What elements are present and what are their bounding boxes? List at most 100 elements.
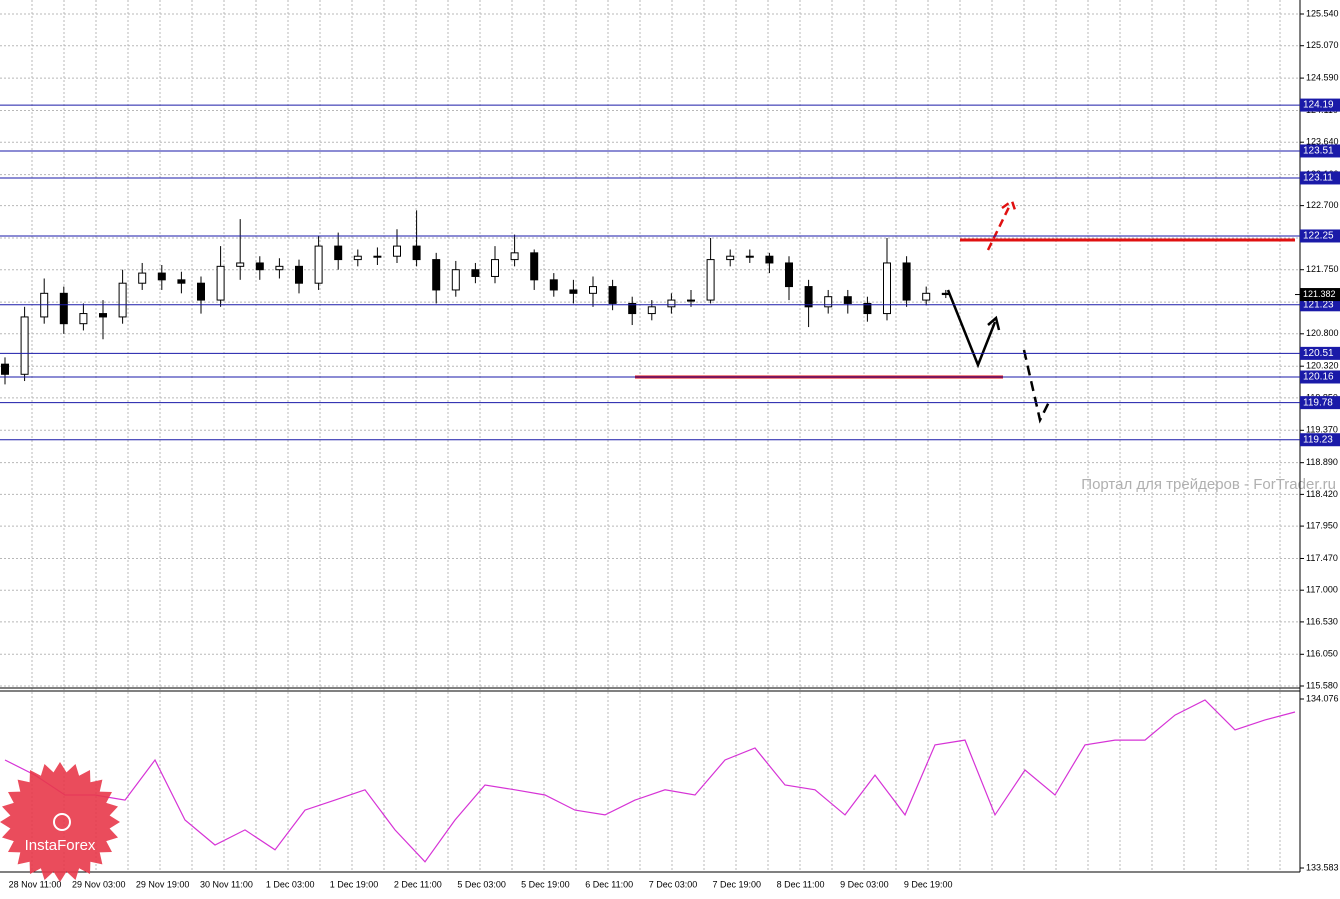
candle-body: [393, 245, 401, 257]
candle-body: [549, 279, 558, 291]
y-tick-label: 134.076: [1306, 693, 1339, 703]
x-tick-label: 2 Dec 11:00: [394, 879, 442, 889]
level-label-box: [1300, 396, 1340, 410]
candle-body: [353, 255, 362, 261]
x-tick-label: 9 Dec 19:00: [904, 879, 953, 889]
candle-body: [20, 316, 29, 375]
level-label-box: [1300, 144, 1340, 158]
x-tick-label: 29 Nov 19:00: [136, 879, 190, 889]
y-tick-label: 117.950: [1306, 520, 1338, 530]
level-label: 119.23: [1303, 434, 1333, 445]
candle-body: [412, 245, 421, 261]
candle-body: [589, 286, 597, 294]
candle-body: [275, 265, 284, 271]
y-tick-label: 123.640: [1306, 137, 1339, 147]
candle-body: [647, 306, 656, 315]
level-label: 123.11: [1303, 173, 1333, 184]
y-tick-label: 122.700: [1306, 200, 1339, 210]
y-tick-label: 120.800: [1306, 328, 1339, 338]
candle-body: [432, 259, 441, 291]
candle-body: [138, 272, 147, 284]
candle-body: [157, 272, 166, 281]
candle-body: [491, 259, 499, 277]
candle-body: [726, 255, 735, 261]
level-label-box: [1300, 171, 1340, 185]
candle-body: [883, 262, 891, 315]
candle-body: [745, 255, 754, 258]
candle-body: [941, 292, 950, 296]
x-tick-label: 7 Dec 19:00: [713, 879, 762, 889]
x-tick-label: 9 Dec 03:00: [840, 879, 889, 889]
level-label: 123.51: [1303, 146, 1334, 157]
candle-body: [79, 313, 88, 325]
level-label-box: [1300, 370, 1340, 384]
candle-body: [1, 363, 9, 375]
candle-body: [216, 265, 225, 301]
level-label: 122.25: [1303, 231, 1334, 242]
candle-body: [118, 282, 127, 318]
level-label-box: [1300, 346, 1340, 360]
y-tick-label: 118.890: [1306, 457, 1338, 467]
y-tick-label: 116.050: [1306, 649, 1338, 659]
candle-body: [706, 259, 715, 301]
candle-body: [824, 296, 833, 308]
candle-body: [177, 279, 186, 284]
x-tick-label: 29 Nov 03:00: [72, 879, 126, 889]
candle-body: [667, 299, 676, 308]
y-tick-label: 117.000: [1306, 585, 1338, 595]
x-tick-label: 7 Dec 03:00: [649, 879, 698, 889]
x-tick-label: 1 Dec 03:00: [266, 879, 315, 889]
candle-body: [608, 286, 617, 304]
level-label: 121.23: [1303, 299, 1334, 310]
arrow-dashed: [1022, 349, 1051, 424]
candle-body: [314, 245, 323, 284]
level-label-box: [1300, 433, 1340, 447]
candle-body: [295, 265, 303, 284]
level-label: 119.78: [1303, 397, 1333, 408]
level-label: 120.51: [1303, 348, 1334, 359]
candle-body: [197, 282, 205, 301]
candle-body: [804, 286, 813, 308]
candle-body: [451, 269, 460, 291]
candle-body: [687, 299, 695, 302]
candle-body: [471, 269, 480, 277]
candle-body: [922, 292, 931, 301]
level-label-box: [1300, 298, 1340, 312]
arrow-up: [986, 199, 1018, 251]
x-tick-label: 6 Dec 11:00: [585, 879, 633, 889]
y-tick-label: 116.530: [1306, 616, 1338, 626]
level-label: 124.19: [1303, 100, 1334, 111]
y-tick-label: 119.370: [1306, 425, 1338, 435]
x-tick-label: 5 Dec 03:00: [457, 879, 506, 889]
last-price-box: [1300, 288, 1340, 302]
candle-body: [255, 262, 264, 271]
logo-text: InstaForex: [25, 837, 96, 854]
candle-body: [510, 252, 519, 261]
x-tick-label: 30 Nov 11:00: [200, 879, 253, 889]
candle-body: [334, 245, 343, 261]
y-tick-label: 124.590: [1306, 72, 1339, 82]
x-tick-label: 5 Dec 19:00: [521, 879, 570, 889]
candle-body: [373, 255, 382, 258]
candle-body: [569, 289, 578, 294]
last-price-label: 121.382: [1303, 289, 1336, 299]
y-tick-label: 118.420: [1306, 489, 1338, 499]
y-tick-label: 125.540: [1306, 8, 1339, 18]
watermark: Портал для трейдеров - ForTrader.ru: [1081, 476, 1336, 493]
y-tick-label: 120.320: [1306, 361, 1339, 371]
level-label-box: [1300, 229, 1340, 243]
candle-body: [59, 292, 68, 325]
level-label: 120.16: [1303, 372, 1334, 383]
y-tick-label: 121.750: [1306, 264, 1339, 274]
logo: InstaForex: [0, 762, 120, 882]
logo-icon: [53, 813, 71, 831]
candle-body: [530, 252, 539, 281]
arrow-down: [946, 289, 1001, 369]
level-label-box: [1300, 98, 1340, 112]
y-tick-label: 117.470: [1306, 553, 1338, 563]
candle-body: [863, 302, 872, 315]
candle-body: [236, 262, 245, 267]
x-tick-label: 28 Nov 11:00: [9, 879, 62, 889]
